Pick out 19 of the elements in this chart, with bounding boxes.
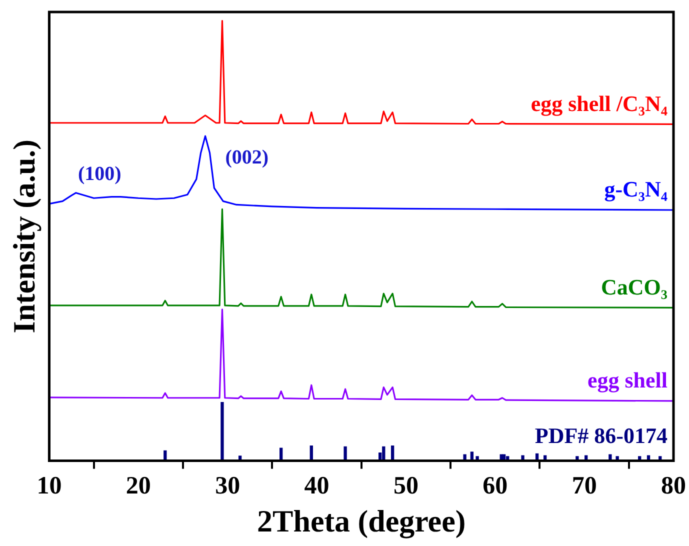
x-tick-label: 80 <box>661 472 686 500</box>
x-tick-label: 20 <box>126 472 151 500</box>
x-tick-label: 60 <box>482 472 508 500</box>
x-tick-label: 50 <box>393 472 418 500</box>
series-label: PDF# 86-0174 <box>534 423 668 448</box>
x-tick-label: 40 <box>304 472 330 500</box>
x-tick-label: 30 <box>215 472 240 500</box>
series-label: CaCO₃ <box>601 274 668 300</box>
bar <box>344 446 347 461</box>
x-axis-title: 2Theta (degree) <box>257 503 466 538</box>
bar <box>220 402 224 461</box>
annotation: (002) <box>225 146 269 168</box>
series-label: egg shell /C₃N₄ <box>530 90 668 116</box>
series-label: g-C₃N₄ <box>604 176 668 202</box>
annotation: (100) <box>78 163 122 186</box>
y-axis-title: Intensity (a.u.) <box>6 140 42 334</box>
series-label: egg shell <box>587 368 668 393</box>
x-tick-label: 70 <box>572 472 597 500</box>
x-tick-label: 10 <box>36 472 62 500</box>
